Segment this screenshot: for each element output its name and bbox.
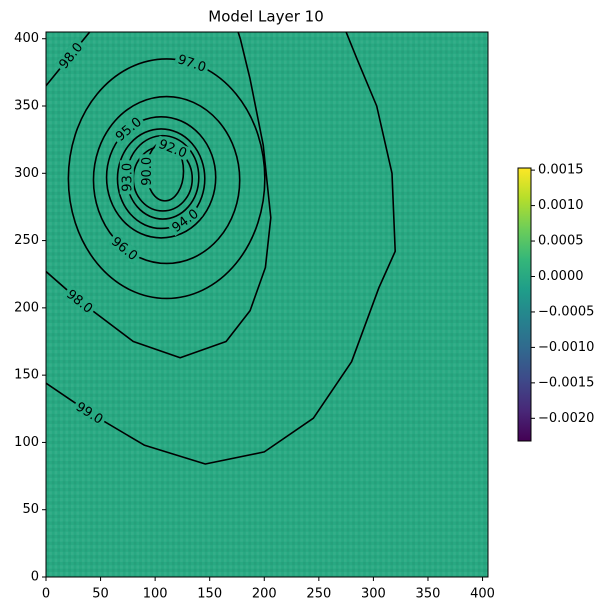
contour-line [46, 32, 272, 359]
y-tick-label: 0 [31, 570, 39, 585]
x-tick-label: 0 [42, 587, 50, 602]
contour-label-gap [62, 285, 98, 318]
x-tick-label: 400 [470, 587, 495, 602]
colorbar-tick-label: −0.0020 [538, 411, 594, 426]
colorbar-tick-label: 0.0005 [538, 234, 584, 249]
contour-label-gap [139, 154, 154, 189]
x-tick-label: 150 [197, 587, 222, 602]
contour-label-gap [173, 51, 211, 75]
x-tick-label: 250 [306, 587, 331, 602]
y-tick-label: 150 [14, 368, 39, 383]
contour-label-gap [107, 232, 143, 265]
contour-line [116, 128, 206, 230]
colorbar [517, 167, 532, 442]
y-tick-label: 250 [14, 233, 39, 248]
contour-line [46, 32, 396, 465]
colorbar-tick-label: −0.0010 [538, 340, 594, 355]
y-tick-label: 350 [14, 99, 39, 114]
y-tick-label: 300 [14, 166, 39, 181]
contour-label-gap [167, 204, 203, 237]
x-tick-label: 100 [143, 587, 168, 602]
contour-label-gap [54, 37, 87, 74]
contour-label-gap [119, 160, 134, 195]
plot-frame [45, 31, 489, 578]
colorbar-tick-label: −0.0005 [538, 304, 594, 319]
x-tick-label: 350 [416, 587, 441, 602]
contour-label: 93.0 [120, 163, 135, 192]
colorbar-tick-label: −0.0015 [538, 375, 594, 390]
y-tick-label: 400 [14, 31, 39, 46]
colorbar-tick-label: 0.0015 [538, 163, 584, 178]
y-tick-label: 50 [22, 502, 39, 517]
x-tick-label: 50 [92, 587, 109, 602]
contour-line [67, 58, 266, 300]
contour-line [92, 95, 241, 265]
contour-label-gap [154, 135, 192, 162]
colorbar-tick-label: 0.0010 [538, 198, 584, 213]
colorbar-tick-label: 0.0000 [538, 269, 584, 284]
y-tick-label: 100 [14, 435, 39, 450]
contour-label-group: 93.0 [119, 160, 135, 195]
heatmap-texture [46, 32, 488, 577]
contour-label: 90.0 [140, 157, 155, 186]
y-tick-label: 200 [14, 300, 39, 315]
x-tick-label: 300 [361, 587, 386, 602]
x-tick-label: 200 [252, 587, 277, 602]
contour-label-group: 90.0 [139, 154, 155, 189]
contour-label-gap [71, 397, 108, 428]
contour-label-gap [110, 112, 146, 146]
contour-line [105, 115, 217, 239]
chart-title: Model Layer 10 [208, 8, 323, 26]
